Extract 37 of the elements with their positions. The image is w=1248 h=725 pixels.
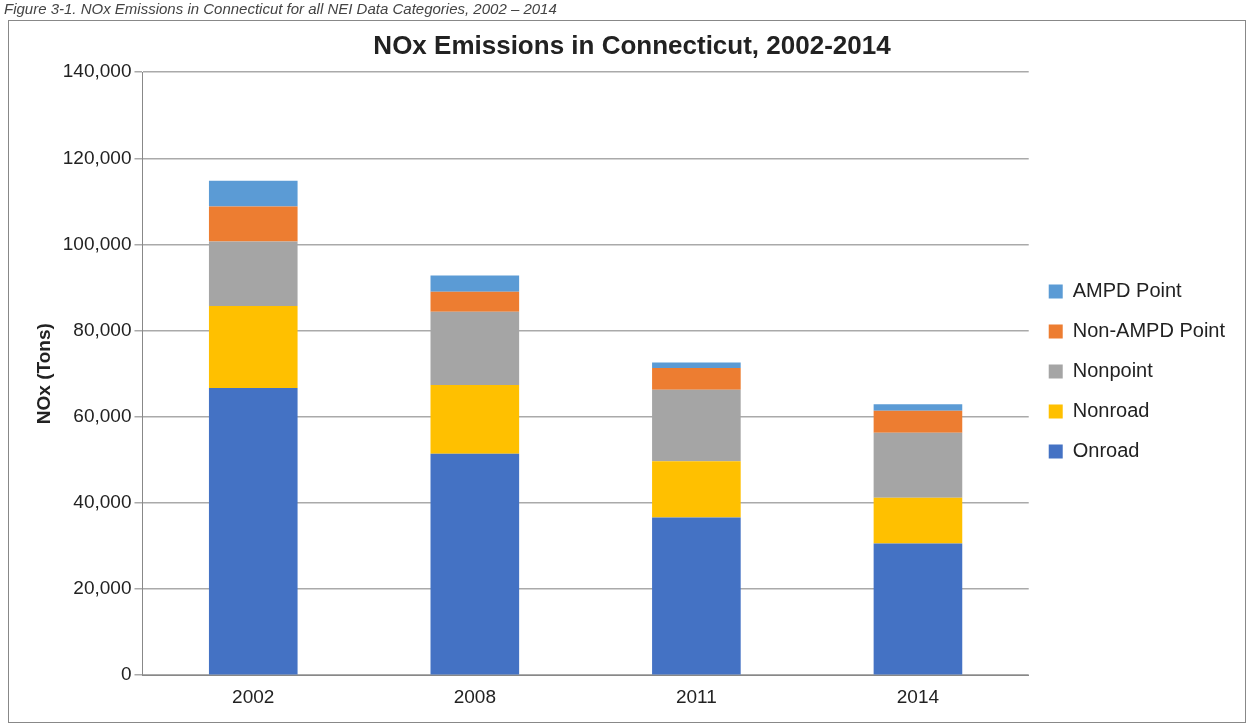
- y-tick-label: 60,000: [73, 405, 132, 427]
- bar: [430, 384, 520, 454]
- x-tick-label: 2002: [232, 685, 275, 707]
- bar: [873, 497, 963, 544]
- bar: [208, 306, 298, 388]
- legend-label: Non-AMPD Point: [1072, 319, 1226, 342]
- y-tick-label: 120,000: [62, 146, 132, 168]
- bar: [208, 387, 298, 675]
- bar: [873, 410, 963, 433]
- bar: [652, 461, 741, 518]
- chart-title: NOx Emissions in Connecticut, 2002-2014: [373, 29, 892, 60]
- bar: [652, 517, 741, 675]
- y-axis-title: NOx (Tons): [32, 323, 54, 425]
- bar: [652, 368, 741, 390]
- y-tick-label: 40,000: [73, 491, 132, 513]
- x-tick-label: 2014: [896, 685, 940, 707]
- bar: [873, 543, 963, 675]
- bar: [208, 206, 298, 242]
- y-tick-label: 0: [120, 663, 132, 685]
- x-tick-label: 2008: [453, 685, 496, 707]
- bar: [208, 180, 298, 207]
- legend-label: Nonroad: [1072, 399, 1150, 422]
- y-tick-label: 20,000: [73, 577, 132, 599]
- caption: Figure 3-1. NOx Emissions in Connecticut for all NEI Data Categories, 2002 – 2014: [4, 0, 557, 17]
- y-tick-label: 100,000: [62, 232, 132, 254]
- bar: [430, 453, 520, 675]
- bar: [652, 362, 741, 369]
- legend-label: Onroad: [1072, 439, 1140, 462]
- x-tick-label: 2011: [675, 685, 717, 707]
- y-tick-label: 140,000: [62, 60, 132, 82]
- legend-label: Nonpoint: [1072, 359, 1154, 382]
- bar: [430, 275, 520, 292]
- bar: [430, 291, 520, 312]
- legend-label: AMPD Point: [1072, 279, 1183, 302]
- bar: [873, 432, 963, 498]
- y-tick-label: 80,000: [73, 318, 132, 340]
- bar: [873, 404, 963, 411]
